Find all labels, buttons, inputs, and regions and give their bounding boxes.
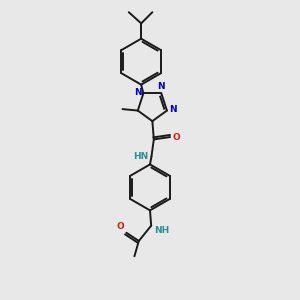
Text: NH: NH <box>154 226 169 235</box>
Text: N: N <box>169 106 177 115</box>
Text: O: O <box>117 222 125 231</box>
Text: HN: HN <box>133 152 148 161</box>
Text: N: N <box>135 88 142 98</box>
Text: N: N <box>158 82 165 91</box>
Text: O: O <box>173 133 180 142</box>
